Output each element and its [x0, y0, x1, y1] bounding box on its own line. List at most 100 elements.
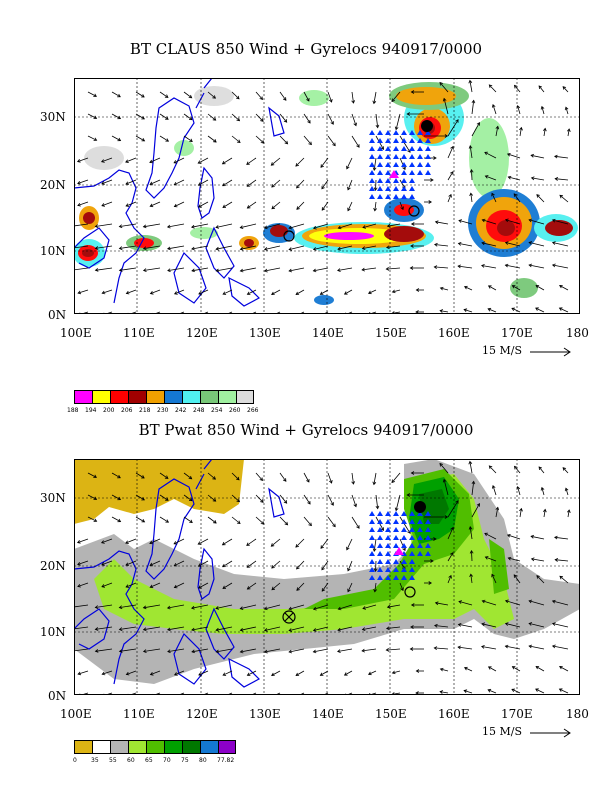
gyre-location-marker — [409, 146, 415, 151]
wind-arrow-head — [463, 308, 468, 312]
wind-arrow-head — [394, 507, 399, 512]
wind-arrow-head — [239, 225, 244, 229]
wind-arrow-shaft — [517, 105, 521, 115]
wind-arrow-shaft — [541, 106, 545, 115]
wind-arrow-shaft — [167, 223, 185, 228]
wind-arrow-shaft — [535, 666, 545, 672]
wind-arrow-head — [434, 220, 439, 225]
gyre-location-marker — [393, 130, 399, 135]
map2-canvas — [74, 459, 580, 695]
wind-arrow-shaft — [303, 113, 311, 124]
wind-arrow-shaft — [471, 122, 480, 137]
wind-arrow-head — [361, 627, 366, 631]
wind-arrow-head — [173, 562, 178, 567]
wind-arrow-head — [457, 623, 462, 627]
wind-arrow-shaft — [313, 648, 329, 653]
wind-arrow-shaft — [198, 179, 209, 186]
wind-arrow-head — [487, 307, 492, 312]
gyre-location-marker — [385, 162, 391, 167]
wind-arrow-shaft — [517, 486, 521, 496]
wind-arrow-shaft — [463, 309, 473, 313]
gyre-location-marker — [369, 146, 375, 151]
wind-arrow-head — [118, 649, 123, 653]
wind-arrow-head — [391, 670, 396, 675]
wind-arrow-head — [439, 81, 444, 86]
wind-arrow-head — [288, 268, 293, 273]
wind-arrow-head — [428, 581, 432, 585]
wind-arrow-shaft — [150, 289, 161, 294]
wind-arrow-head — [375, 505, 380, 510]
wind-arrow-shaft — [77, 201, 89, 206]
colorbar-swatch — [128, 740, 146, 754]
gyre-location-marker — [417, 527, 423, 532]
wind-arrow-shaft — [505, 645, 521, 650]
wind-arrow-shaft — [344, 289, 353, 295]
wind-arrow-shaft — [514, 85, 521, 93]
wind-arrow-head — [433, 265, 438, 270]
wind-arrow-head — [173, 160, 178, 164]
wind-arrow-shaft — [439, 463, 449, 474]
wind-arrow-head — [164, 94, 169, 98]
map1-lon-label: 170E — [501, 326, 533, 340]
wind-arrow-shaft — [440, 310, 449, 313]
wind-arrow-head — [519, 126, 523, 131]
wind-arrow-head — [507, 556, 512, 561]
wind-arrow-shaft — [351, 113, 357, 126]
wind-arrow-head — [101, 181, 105, 185]
wind-arrow-head — [283, 500, 288, 504]
wind-arrow-shaft — [264, 223, 281, 229]
wind-arrow-shaft — [529, 645, 545, 650]
wind-arrow-shaft — [347, 560, 353, 571]
wind-arrow-head — [260, 499, 264, 503]
wind-arrow-shaft — [554, 155, 569, 159]
wind-arrow-head — [319, 291, 324, 295]
wind-arrow-head — [513, 465, 518, 470]
wind-arrow-shaft — [362, 267, 377, 271]
map2-frame — [74, 459, 580, 695]
wind-arrow-shaft — [562, 86, 569, 93]
wind-arrow-shaft — [288, 223, 305, 229]
wind-arrow-shaft — [559, 688, 569, 694]
wind-arrow-head — [117, 496, 122, 501]
colorbar-label: 248 — [193, 407, 205, 414]
wind-arrow-shaft — [386, 245, 401, 248]
wind-arrow-head — [528, 218, 533, 223]
colorbar-label: 70 — [163, 757, 171, 764]
wind-arrow-shaft — [399, 157, 406, 170]
wind-arrow-head — [270, 162, 275, 166]
colorbar-label: 206 — [121, 407, 133, 414]
wind-arrow-head — [188, 94, 193, 99]
wind-arrow-head — [142, 605, 147, 610]
wind-arrow-head — [504, 218, 509, 223]
gyre-location-marker — [401, 130, 407, 135]
wind-arrow-shaft — [464, 286, 473, 291]
wind-arrow-shaft — [552, 242, 569, 247]
wind-arrow-head — [385, 647, 390, 652]
wind-arrow-head — [554, 177, 559, 181]
wind-arrow-shaft — [119, 604, 137, 608]
wind-arrow-head — [433, 156, 437, 160]
wind-arrow-head — [457, 645, 461, 650]
wind-arrow-shaft — [505, 623, 521, 628]
wind-arrow-shaft — [95, 604, 113, 608]
wind-arrow-head — [504, 644, 509, 649]
wind-arrow-head — [212, 476, 216, 480]
wind-arrow-shaft — [458, 243, 473, 247]
wind-arrow-shaft — [492, 485, 497, 496]
wind-arrow-shaft — [231, 91, 240, 100]
wind-arrow-shaft — [458, 601, 473, 606]
wind-arrow-shaft — [183, 472, 192, 480]
gyre-location-marker — [401, 170, 407, 175]
wind-arrow-head — [149, 540, 153, 545]
map1-lon-label: 110E — [123, 326, 155, 340]
wind-arrow-head — [215, 268, 220, 273]
gyre-location-marker — [385, 178, 391, 183]
wind-arrow-shaft — [391, 472, 401, 483]
wind-arrow-shaft — [167, 245, 185, 250]
wind-arrow-head — [191, 605, 195, 610]
wind-arrow-shaft — [447, 119, 459, 137]
wind-arrow-shaft — [528, 600, 545, 606]
wind-arrow-head — [189, 519, 193, 524]
gyre-location-marker — [377, 138, 383, 143]
wind-arrow-shaft — [246, 157, 257, 165]
